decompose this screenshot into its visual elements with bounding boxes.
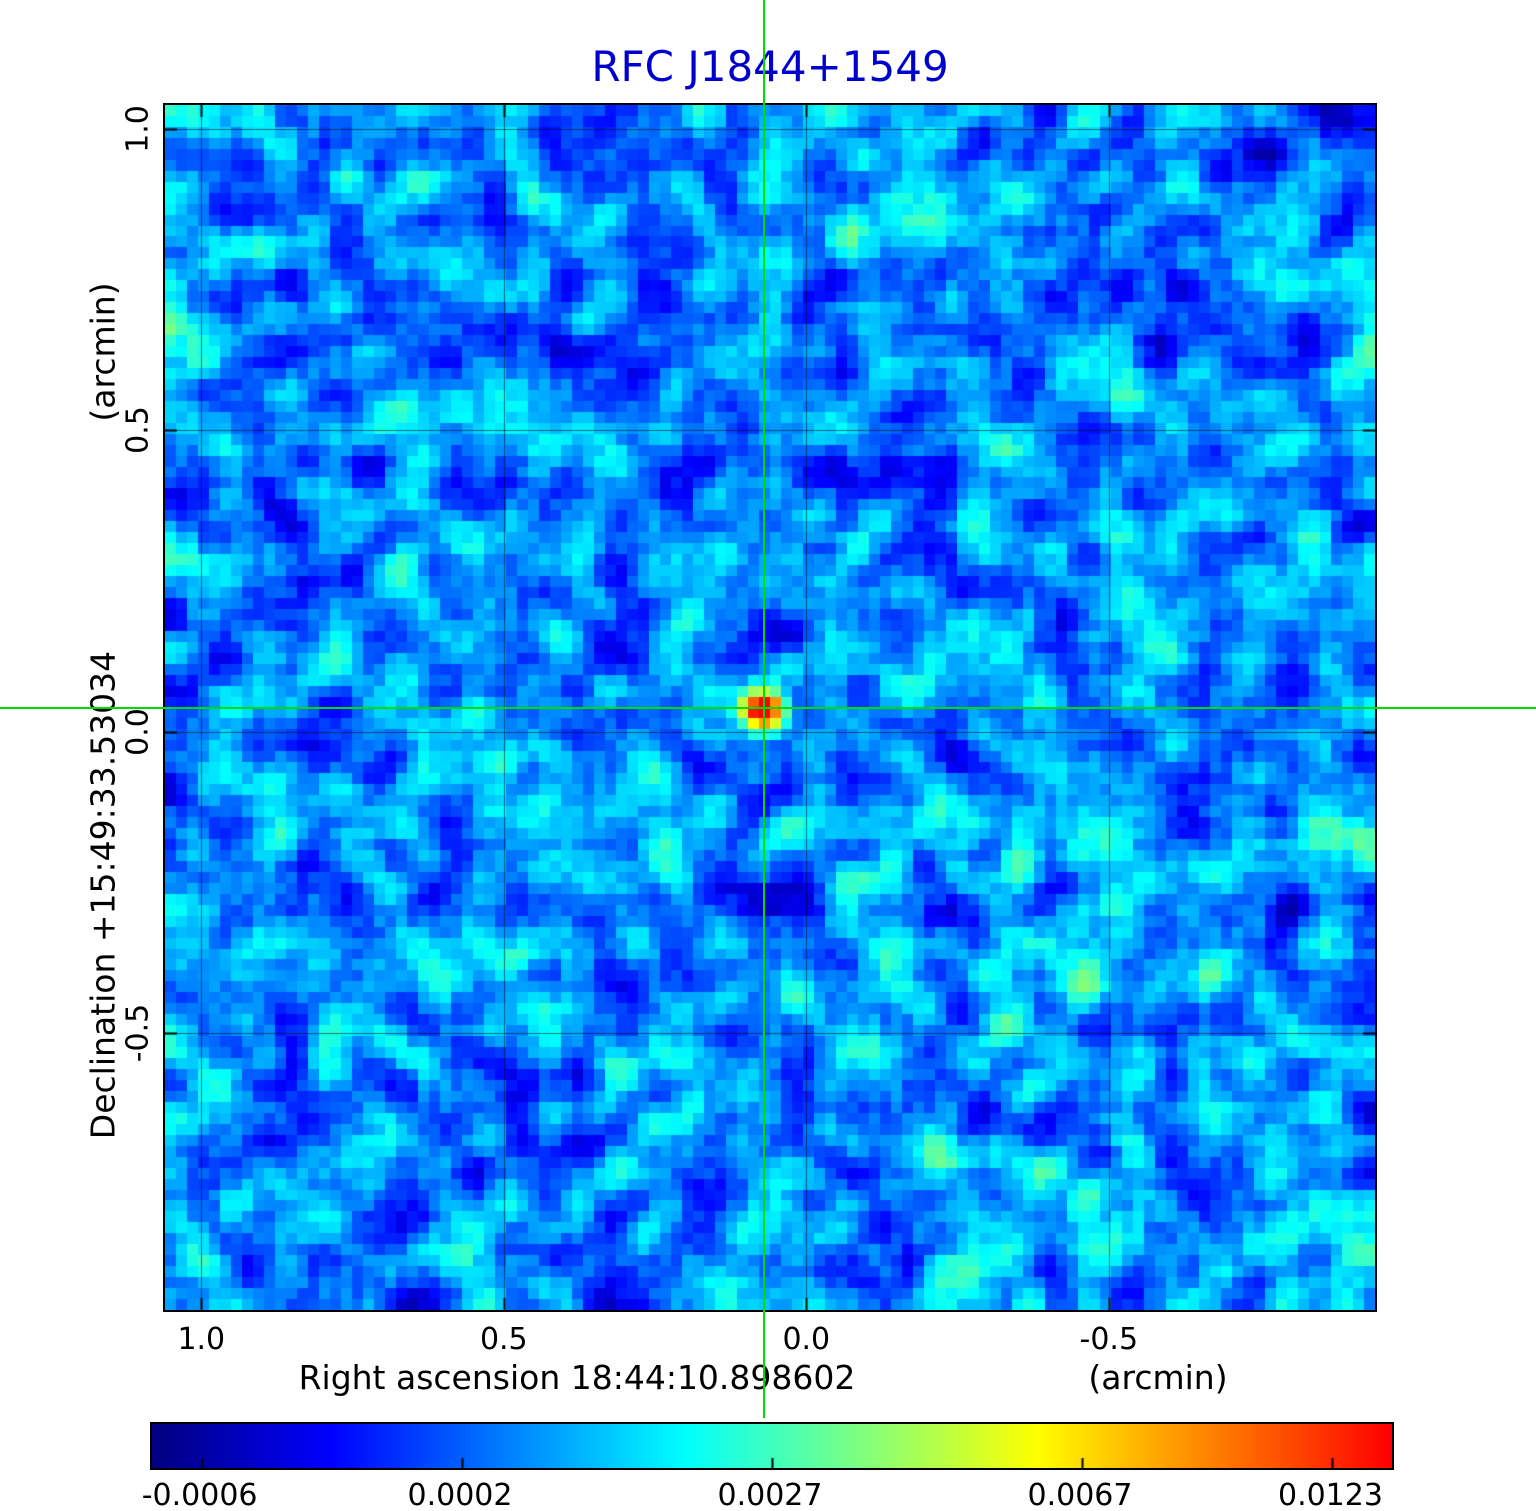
x-tick-label: 0.0: [782, 1322, 831, 1357]
y-axis-label: Declination +15:49:33.53034: [83, 650, 123, 1140]
crosshair-vertical-line: [762, 0, 765, 1418]
colorbar-tick-label: 0.0002: [407, 1478, 513, 1511]
x-tick-label: -0.5: [1079, 1322, 1139, 1357]
x-axis-label: Right ascension 18:44:10.898602: [298, 1358, 856, 1397]
x-tick-label: 0.5: [479, 1322, 528, 1357]
page-title: RFC J1844+1549: [591, 42, 949, 91]
y-axis-unit-label: (arcmin): [83, 282, 123, 422]
crosshair-horizontal-line: [0, 706, 1536, 709]
colorbar: [150, 1422, 1394, 1470]
y-tick-label: 1.0: [120, 105, 156, 153]
colorbar-tick-label: 0.0067: [1027, 1478, 1133, 1511]
y-tick-label: 0.5: [120, 406, 156, 455]
colorbar-tick-label: 0.0027: [717, 1478, 823, 1511]
x-tick-label: 1.0: [177, 1322, 226, 1357]
y-tick-label: -0.5: [120, 1003, 156, 1063]
y-tick-label: 0.0: [120, 707, 156, 756]
colorbar-canvas: [152, 1424, 1392, 1468]
colorbar-tick-label: 0.0123: [1277, 1478, 1383, 1511]
x-axis-unit-label: (arcmin): [1088, 1358, 1228, 1397]
colorbar-tick-label: -0.0006: [141, 1478, 258, 1511]
